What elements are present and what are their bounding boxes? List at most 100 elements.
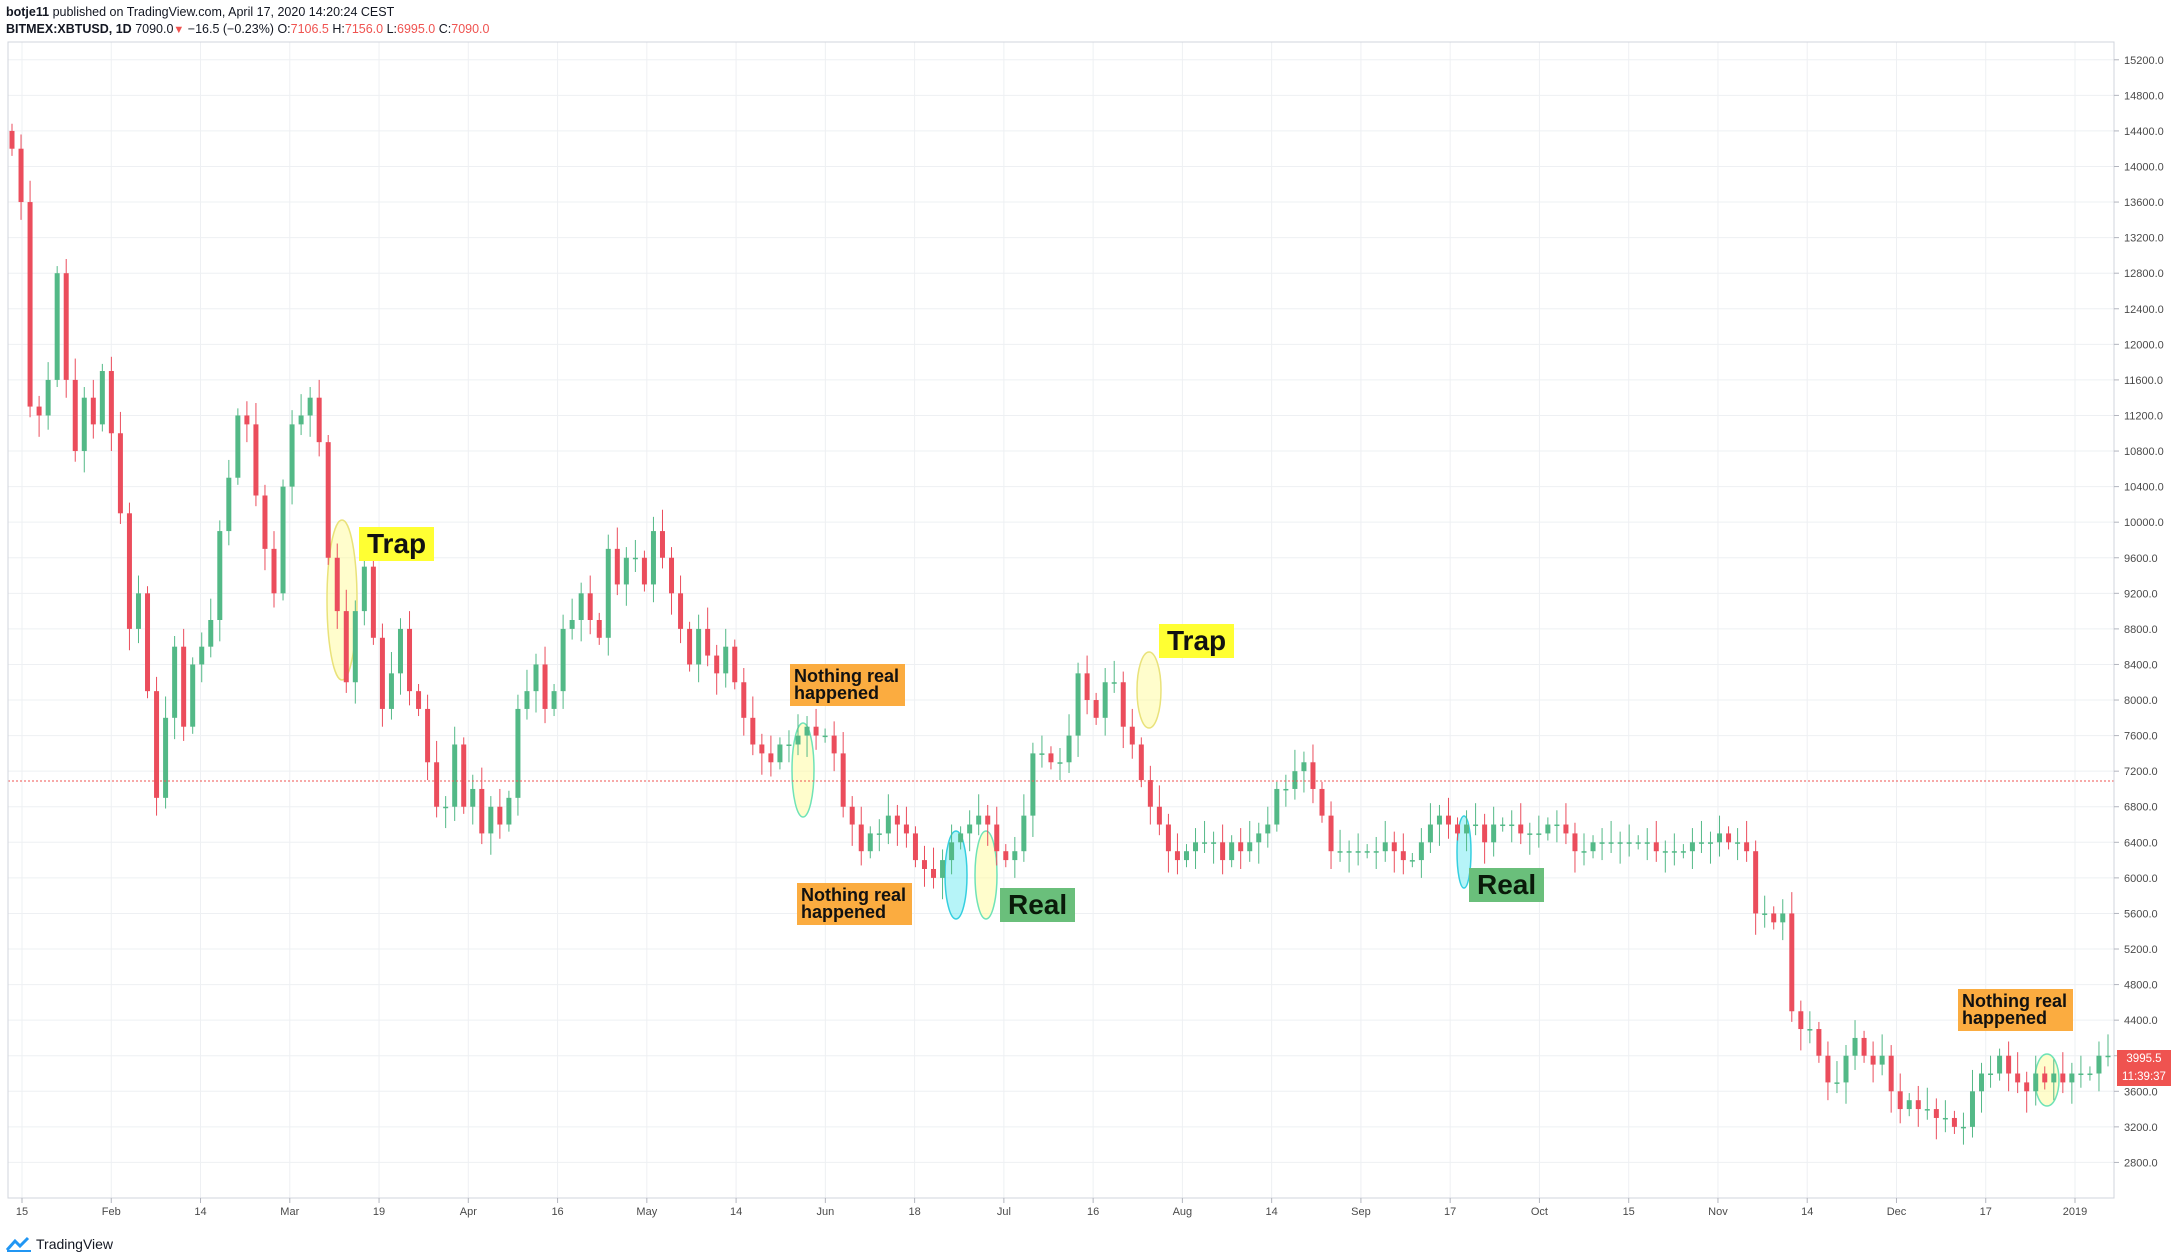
candle[interactable] [967,810,973,852]
candle[interactable] [1355,833,1361,866]
candle-body[interactable] [1852,1037,1858,1056]
candle-body[interactable] [352,611,358,683]
candle[interactable] [1997,1048,2003,1081]
candle[interactable] [1319,781,1325,823]
candle[interactable] [397,618,403,695]
candle[interactable] [632,539,638,572]
candle-body[interactable] [36,406,42,416]
candle[interactable] [921,845,927,887]
candle[interactable] [732,639,738,690]
candle-body[interactable] [750,717,756,745]
candle-body[interactable] [1500,824,1506,827]
candle[interactable] [506,790,512,832]
time-axis[interactable]: 15 Feb 14 Mar 19 Apr 16 May 14 Jun 18 Jul 16 Aug 14 Sep… [16,1198,2087,1218]
candle[interactable] [361,548,367,626]
candle-body[interactable] [1924,1109,1930,1111]
candle-body[interactable] [1400,851,1406,861]
candle[interactable] [867,826,873,859]
candle[interactable] [461,737,467,814]
candle-body[interactable] [1798,1011,1804,1030]
candle-body[interactable] [2060,1073,2066,1083]
candle[interactable] [1265,806,1271,848]
candle[interactable] [1979,1062,1985,1113]
candle[interactable] [1563,803,1569,845]
candle-body[interactable] [27,202,33,407]
candle-body[interactable] [1265,824,1271,834]
candle[interactable] [2024,1071,2030,1113]
candle-body[interactable] [533,664,539,692]
candle[interactable] [1852,1020,1858,1070]
candle[interactable] [1689,828,1695,869]
candle-body[interactable] [1897,1091,1903,1110]
candle[interactable] [1256,822,1262,864]
candle[interactable] [1581,833,1587,866]
candle-body[interactable] [623,557,629,585]
candle-body[interactable] [72,379,78,452]
candle[interactable] [768,735,774,777]
candle[interactable] [949,824,955,875]
candle[interactable] [1707,831,1713,864]
candle-body[interactable] [1382,842,1388,852]
candle-body[interactable] [912,833,918,861]
candle[interactable] [1825,1041,1831,1101]
candle-body[interactable] [2069,1073,2075,1083]
candle-body[interactable] [1373,851,1379,853]
candle[interactable] [126,502,132,651]
candle-body[interactable] [1861,1037,1867,1056]
candle[interactable] [2069,1062,2075,1104]
candle-body[interactable] [867,833,873,852]
candle[interactable] [750,696,756,756]
candle-body[interactable] [1689,842,1695,852]
candle-body[interactable] [2015,1073,2021,1083]
candle[interactable] [1735,828,1741,861]
candle[interactable] [208,598,214,658]
candle[interactable] [407,611,413,706]
candle-body[interactable] [596,620,602,638]
candle[interactable] [443,796,449,829]
candle[interactable] [135,575,141,644]
candle[interactable] [145,586,151,699]
candle-body[interactable] [687,628,693,665]
candle[interactable] [515,694,521,816]
candle-body[interactable] [1834,1082,1840,1084]
candle-body[interactable] [1653,842,1659,852]
candle[interactable] [1590,835,1596,859]
candle-body[interactable] [1183,851,1189,861]
candle[interactable] [1608,820,1614,853]
candle[interactable] [1391,831,1397,873]
candle-body[interactable] [1238,842,1244,852]
candle-body[interactable] [1599,842,1605,844]
candle[interactable] [912,826,918,868]
candle[interactable] [90,379,96,439]
candle-body[interactable] [777,744,783,763]
candle[interactable] [316,379,322,457]
candle-body[interactable] [379,637,385,709]
candle-body[interactable] [452,744,458,807]
candle[interactable] [1653,820,1659,862]
candle[interactable] [488,796,494,855]
candle-body[interactable] [1698,842,1704,844]
candle[interactable] [280,479,286,601]
candle[interactable] [1509,810,1515,843]
candle-body[interactable] [903,824,909,834]
candle-body[interactable] [1427,824,1433,843]
candle-body[interactable] [1789,913,1795,1012]
candle-body[interactable] [1906,1100,1912,1110]
candle-body[interactable] [343,611,349,683]
candle-body[interactable] [1933,1109,1939,1118]
candle-body[interactable] [145,593,151,692]
candle-body[interactable] [2006,1055,2012,1074]
candle-body[interactable] [63,273,69,380]
candle[interactable] [1960,1112,1966,1145]
candle-body[interactable] [940,860,946,878]
candle[interactable] [1427,803,1433,853]
candle-body[interactable] [199,646,205,665]
candle-body[interactable] [126,513,132,629]
candle-body[interactable] [334,557,340,612]
candle[interactable] [777,737,783,770]
candle[interactable] [1861,1030,1867,1063]
candle-body[interactable] [289,424,295,487]
candle[interactable] [1238,828,1244,869]
candle[interactable] [994,806,1000,866]
